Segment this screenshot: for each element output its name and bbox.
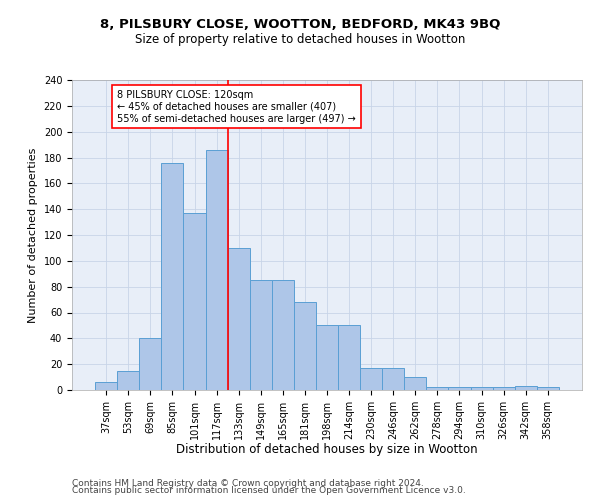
Bar <box>470 388 493 390</box>
Bar <box>493 388 515 390</box>
Bar <box>95 382 117 390</box>
Bar <box>338 326 360 390</box>
Bar <box>161 162 184 390</box>
Bar <box>272 280 294 390</box>
Y-axis label: Number of detached properties: Number of detached properties <box>28 148 38 322</box>
Bar <box>537 388 559 390</box>
Bar <box>404 377 427 390</box>
Bar <box>448 388 470 390</box>
Bar <box>427 388 448 390</box>
Bar <box>515 386 537 390</box>
Bar <box>117 370 139 390</box>
Bar <box>206 150 227 390</box>
Bar <box>250 280 272 390</box>
X-axis label: Distribution of detached houses by size in Wootton: Distribution of detached houses by size … <box>176 444 478 456</box>
Text: Contains HM Land Registry data © Crown copyright and database right 2024.: Contains HM Land Registry data © Crown c… <box>72 478 424 488</box>
Bar <box>360 368 382 390</box>
Text: Contains public sector information licensed under the Open Government Licence v3: Contains public sector information licen… <box>72 486 466 495</box>
Text: 8 PILSBURY CLOSE: 120sqm
← 45% of detached houses are smaller (407)
55% of semi-: 8 PILSBURY CLOSE: 120sqm ← 45% of detach… <box>117 90 356 124</box>
Bar <box>184 213 206 390</box>
Text: Size of property relative to detached houses in Wootton: Size of property relative to detached ho… <box>135 32 465 46</box>
Bar <box>227 248 250 390</box>
Text: 8, PILSBURY CLOSE, WOOTTON, BEDFORD, MK43 9BQ: 8, PILSBURY CLOSE, WOOTTON, BEDFORD, MK4… <box>100 18 500 30</box>
Bar <box>316 326 338 390</box>
Bar <box>139 338 161 390</box>
Bar <box>294 302 316 390</box>
Bar <box>382 368 404 390</box>
